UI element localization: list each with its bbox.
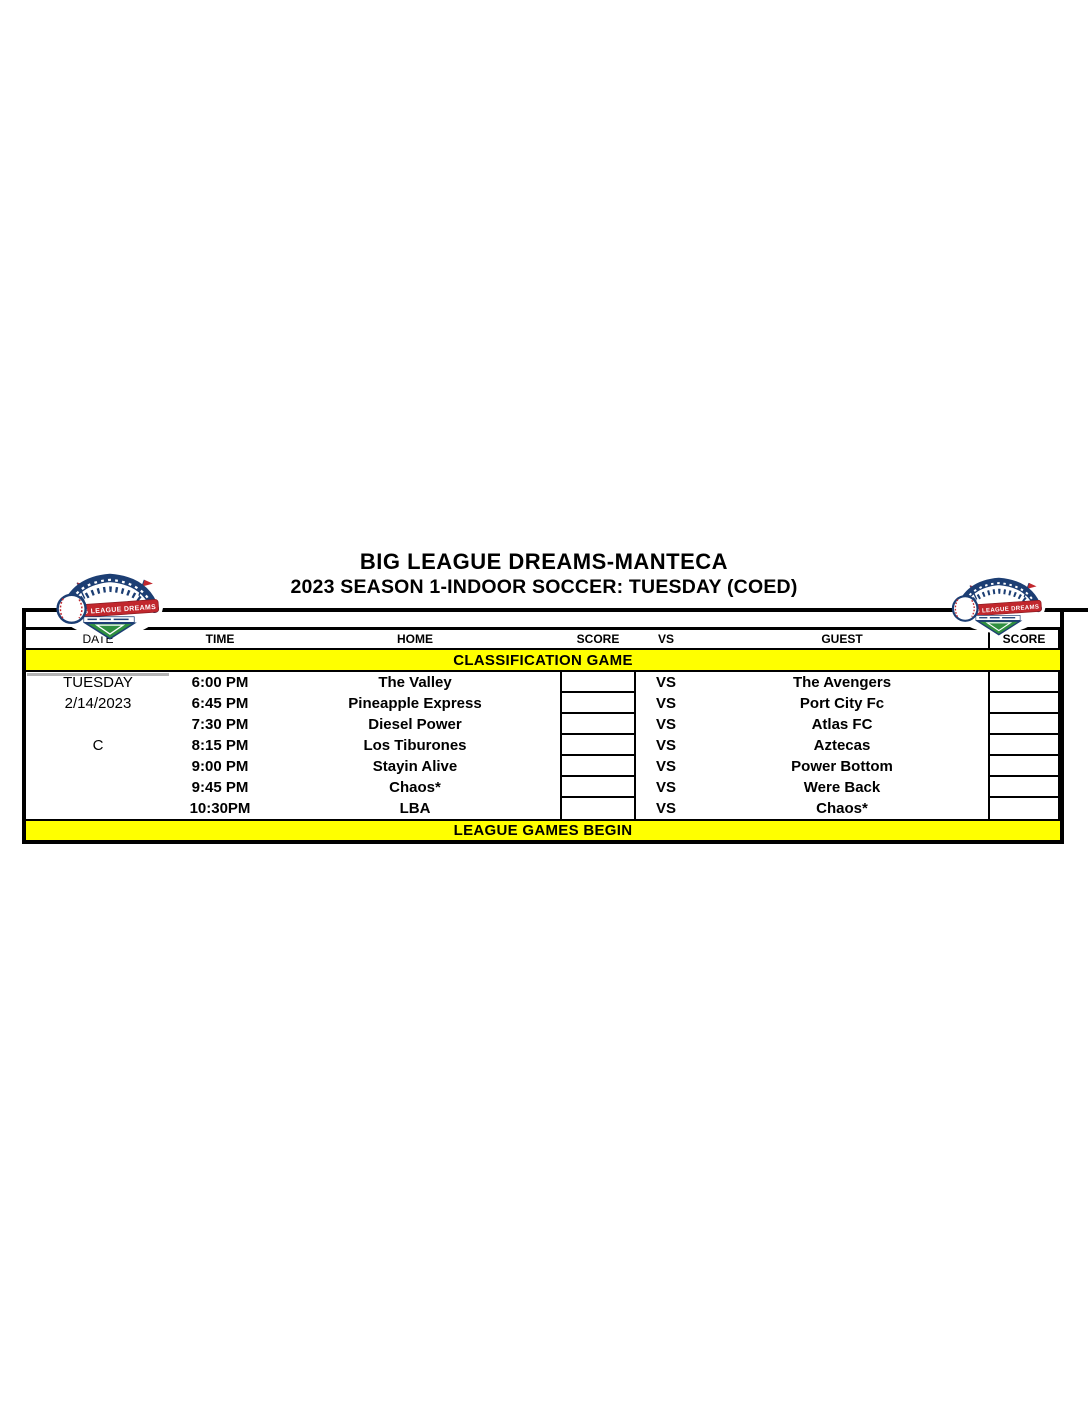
date-cell: 2/14/2023 — [64, 695, 132, 712]
classification-game-banner: CLASSIFICATION GAME — [26, 648, 1060, 672]
home-team-cell: Los Tiburones — [363, 737, 467, 754]
home-team-cell: Stayin Alive — [372, 758, 458, 775]
game-row: TUESDAY 6:00 PM The Valley VS The Avenge… — [26, 672, 1060, 693]
schedule-table: DATE TIME HOME SCORE VS GUEST SCORE CLAS… — [22, 608, 1064, 844]
score-box — [560, 714, 636, 735]
score-box — [560, 798, 636, 819]
score-box — [560, 756, 636, 777]
vs-cell: VS — [655, 674, 676, 691]
col-header-home: HOME — [397, 632, 433, 646]
page-title: BIG LEAGUE DREAMS-MANTECA — [359, 549, 729, 574]
home-score-cell — [560, 756, 636, 777]
guest-score-cell — [988, 735, 1060, 756]
guest-team-cell: Power Bottom — [791, 758, 893, 775]
game-row: 10:30PM LBA VS Chaos* — [26, 798, 1060, 819]
score-box — [988, 798, 1060, 819]
score-box — [988, 714, 1060, 735]
date-cell-highlight-strip — [27, 673, 169, 676]
logo-text: BIG LEAGUE DREAMS — [968, 605, 1039, 616]
score-box — [560, 777, 636, 798]
guest-team-cell: Port City Fc — [799, 695, 885, 712]
score-box — [560, 693, 636, 714]
home-score-cell — [560, 735, 636, 756]
page-subtitle: 2023 SEASON 1-INDOOR SOCCER: TUESDAY (CO… — [290, 576, 798, 598]
score-box — [988, 735, 1060, 756]
guest-score-cell — [988, 693, 1060, 714]
time-cell: 8:15 PM — [191, 737, 249, 754]
score-box — [988, 672, 1060, 693]
home-team-cell: The Valley — [378, 674, 452, 691]
league-games-begin-banner: LEAGUE GAMES BEGIN — [26, 819, 1060, 840]
guest-team-cell: Aztecas — [813, 737, 871, 754]
score-box — [988, 756, 1060, 777]
home-score-cell — [560, 672, 636, 693]
time-cell: 9:00 PM — [191, 758, 249, 775]
guest-score-cell — [988, 714, 1060, 735]
home-score-cell — [560, 777, 636, 798]
col-header-score-home: SCORE — [576, 632, 620, 646]
guest-team-cell: The Avengers — [792, 674, 892, 691]
empty-header-band — [26, 612, 1060, 630]
stadium-logo-icon: BIG LEAGUE DREAMS — [56, 573, 164, 640]
home-team-cell: Diesel Power — [368, 716, 462, 733]
date-cell: TUESDAY — [63, 674, 133, 691]
home-score-cell — [560, 798, 636, 819]
vs-cell: VS — [655, 716, 676, 733]
vs-cell: VS — [655, 779, 676, 796]
score-box — [560, 735, 636, 756]
guest-score-cell — [988, 672, 1060, 693]
guest-team-cell: Atlas FC — [811, 716, 873, 733]
col-header-time: TIME — [205, 632, 235, 646]
game-row: 7:30 PM Diesel Power VS Atlas FC — [26, 714, 1060, 735]
score-box — [988, 693, 1060, 714]
guest-score-cell — [988, 756, 1060, 777]
vs-cell: VS — [655, 758, 676, 775]
time-cell: 6:00 PM — [191, 674, 249, 691]
score-box — [988, 777, 1060, 798]
guest-score-cell — [988, 777, 1060, 798]
home-score-cell — [560, 693, 636, 714]
home-score-cell — [560, 714, 636, 735]
vs-cell: VS — [655, 737, 676, 754]
time-cell: 10:30PM — [189, 800, 251, 817]
col-header-score-guest: SCORE — [988, 628, 1060, 650]
date-cell: C — [92, 737, 104, 754]
vs-cell: VS — [655, 800, 676, 817]
home-team-cell: Pineapple Express — [348, 695, 482, 712]
guest-team-cell: Chaos* — [816, 800, 868, 817]
stadium-logo-icon: BIG LEAGUE DREAMS — [951, 577, 1046, 636]
game-row: 9:00 PM Stayin Alive VS Power Bottom — [26, 756, 1060, 777]
col-header-guest: GUEST — [821, 632, 863, 646]
vs-cell: VS — [655, 695, 676, 712]
game-row: 2/14/2023 6:45 PM Pineapple Express VS P… — [26, 693, 1060, 714]
games-grid: TUESDAY 6:00 PM The Valley VS The Avenge… — [26, 672, 1060, 819]
time-cell: 6:45 PM — [191, 695, 249, 712]
score-box — [560, 672, 636, 693]
time-cell: 7:30 PM — [191, 716, 249, 733]
border-tail-line — [1061, 608, 1088, 612]
home-team-cell: LBA — [399, 800, 431, 817]
col-header-vs: VS — [657, 632, 674, 646]
big-league-dreams-logo-right: BIG LEAGUE DREAMS — [948, 573, 1048, 639]
guest-team-cell: Were Back — [803, 779, 881, 796]
time-cell: 9:45 PM — [191, 779, 249, 796]
game-row: C 8:15 PM Los Tiburones VS Aztecas — [26, 735, 1060, 756]
big-league-dreams-logo-left: BIG LEAGUE DREAMS — [52, 569, 166, 643]
guest-score-cell — [988, 798, 1060, 819]
game-row: 9:45 PM Chaos* VS Were Back — [26, 777, 1060, 798]
home-team-cell: Chaos* — [389, 779, 441, 796]
column-header-row: DATE TIME HOME SCORE VS GUEST SCORE — [26, 628, 1060, 650]
